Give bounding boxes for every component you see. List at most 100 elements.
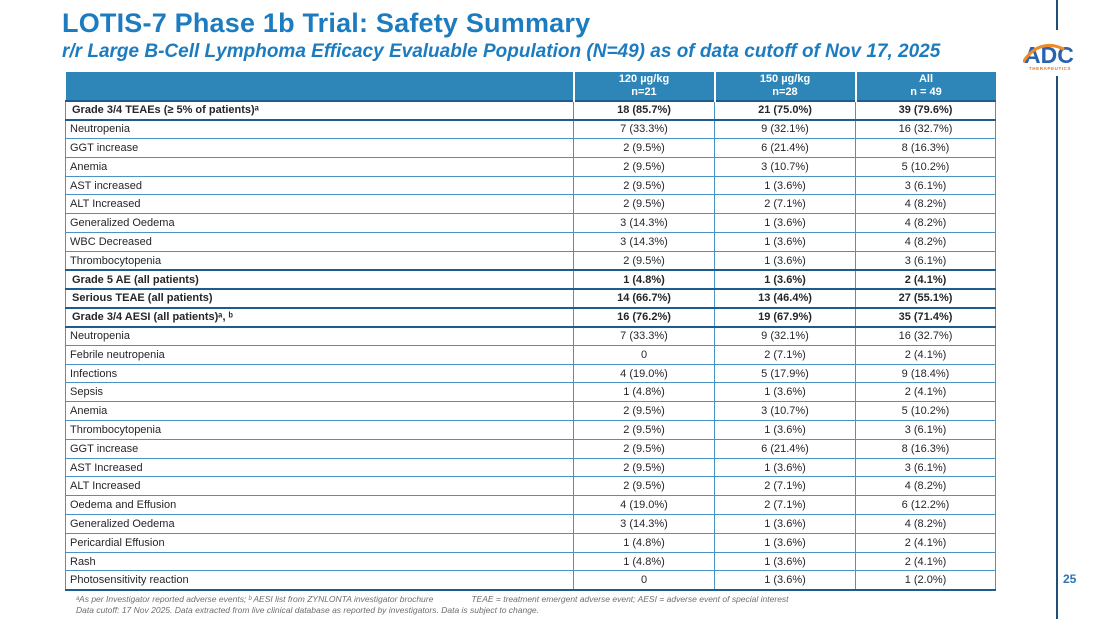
value-cell: 1 (3.6%) (714, 213, 856, 234)
table-row: Photosensitivity reaction 0 1 (3.6%) 1 (2.0… (65, 570, 996, 591)
value-cell: 2 (9.5%) (573, 401, 715, 422)
footnotes: ᵃAs per Investigator reported adverse ev… (76, 594, 789, 616)
column-header: All n = 49 (854, 72, 996, 101)
value-cell: 2 (9.5%) (573, 420, 715, 440)
value-cell: 8 (16.3%) (855, 438, 996, 459)
row-label: Thrombocytopenia (65, 250, 574, 271)
value-cell: 2 (9.5%) (573, 250, 715, 271)
safety-summary-table: 120 µg/kg n=21 150 µg/kg n=28 All n = 49 Grad… (65, 72, 996, 591)
value-cell: 3 (10.7%) (714, 156, 856, 177)
value-cell: 14 (66.7%) (573, 287, 715, 309)
row-label: Infections (65, 363, 574, 384)
table-row: WBC Decreased 3 (14.3%) 1 (3.6%) 4 (8.2%) (65, 232, 996, 252)
row-label: Pericardial Effusion (65, 532, 574, 553)
table-header-row: 120 µg/kg n=21 150 µg/kg n=28 All n = 49 (65, 72, 996, 101)
value-cell: 18 (85.7%) (573, 100, 715, 121)
value-cell: 7 (33.3%) (573, 326, 715, 346)
value-cell: 9 (32.1%) (714, 326, 856, 346)
value-cell: 2 (9.5%) (573, 138, 715, 158)
value-cell: 16 (76.2%) (573, 306, 715, 328)
row-label: Serious TEAE (all patients) (65, 287, 574, 309)
value-cell: 2 (7.1%) (714, 194, 856, 215)
row-label: Generalized Oedema (65, 213, 574, 234)
value-cell: 7 (33.3%) (573, 119, 715, 140)
value-cell: 5 (17.9%) (714, 363, 856, 384)
value-cell: 3 (6.1%) (855, 420, 996, 440)
value-cell: 2 (9.5%) (573, 438, 715, 459)
value-cell: 3 (10.7%) (714, 401, 856, 422)
row-label: Anemia (65, 401, 574, 422)
value-cell: 13 (46.4%) (714, 287, 856, 309)
value-cell: 19 (67.9%) (714, 306, 856, 328)
value-cell: 4 (8.2%) (855, 232, 996, 252)
row-label: AST Increased (65, 457, 574, 478)
table-row: AST increased 2 (9.5%) 1 (3.6%) 3 (6.1%) (65, 175, 996, 196)
row-label: GGT increase (65, 138, 574, 158)
value-cell: 3 (6.1%) (855, 250, 996, 271)
table-row: Neutropenia 7 (33.3%) 9 (32.1%) 16 (32.7%) (65, 326, 996, 346)
table-row: Anemia 2 (9.5%) 3 (10.7%) 5 (10.2%) (65, 156, 996, 177)
value-cell: 3 (14.3%) (573, 232, 715, 252)
value-cell: 3 (14.3%) (573, 213, 715, 234)
footnote-definitions: TEAE = treatment emergent adverse event;… (471, 594, 789, 604)
value-cell: 1 (3.6%) (714, 250, 856, 271)
value-cell: 2 (4.1%) (855, 532, 996, 553)
value-cell: 0 (573, 570, 715, 591)
value-cell: 6 (12.2%) (855, 495, 996, 516)
table-row: Pericardial Effusion 1 (4.8%) 1 (3.6%) 2 (4… (65, 532, 996, 553)
row-label: Photosensitivity reaction (65, 570, 574, 591)
row-label: Grade 3/4 AESI (all patients)ᵃ, ᵇ (65, 306, 574, 328)
table-row: Grade 3/4 AESI (all patients)ᵃ, ᵇ 16 (76.… (65, 306, 996, 328)
value-cell: 1 (4.8%) (573, 269, 715, 290)
adc-therapeutics-logo: ADC THERAPEUTICS (1021, 42, 1079, 71)
value-cell: 1 (3.6%) (714, 175, 856, 196)
value-cell: 2 (9.5%) (573, 194, 715, 215)
value-cell: 16 (32.7%) (855, 119, 996, 140)
row-label: Febrile neutropenia (65, 344, 574, 365)
row-label: ALT Increased (65, 194, 574, 215)
row-label: ALT Increased (65, 476, 574, 497)
right-rule (1056, 76, 1058, 619)
table-row: AST Increased 2 (9.5%) 1 (3.6%) 3 (6.1%) (65, 457, 996, 478)
value-cell: 2 (7.1%) (714, 344, 856, 365)
value-cell: 1 (3.6%) (714, 232, 856, 252)
value-cell: 4 (19.0%) (573, 363, 715, 384)
row-label: WBC Decreased (65, 232, 574, 252)
value-cell: 3 (6.1%) (855, 175, 996, 196)
value-cell: 2 (9.5%) (573, 476, 715, 497)
value-cell: 35 (71.4%) (855, 306, 996, 328)
table-row: Thrombocytopenia 2 (9.5%) 1 (3.6%) 3 (6.1%) (65, 250, 996, 271)
value-cell: 39 (79.6%) (855, 100, 996, 121)
row-label: Thrombocytopenia (65, 420, 574, 440)
value-cell: 2 (7.1%) (714, 476, 856, 497)
value-cell: 1 (4.8%) (573, 532, 715, 553)
row-label: AST increased (65, 175, 574, 196)
footnote-line-1: ᵃAs per Investigator reported adverse ev… (76, 594, 789, 605)
value-cell: 2 (4.1%) (855, 382, 996, 403)
table-row: GGT increase 2 (9.5%) 6 (21.4%) 8 (16.3%) (65, 438, 996, 459)
page-subtitle: r/r Large B-Cell Lymphoma Efficacy Evalu… (62, 41, 941, 62)
table-row: Serious TEAE (all patients) 14 (66.7%) 13 … (65, 287, 996, 309)
value-cell: 5 (10.2%) (855, 401, 996, 422)
table-row: ALT Increased 2 (9.5%) 2 (7.1%) 4 (8.2%) (65, 476, 996, 497)
footnote-abbrev-a-b: ᵃAs per Investigator reported adverse ev… (76, 594, 434, 604)
page-number: 25 (1063, 572, 1077, 586)
table-row: GGT increase 2 (9.5%) 6 (21.4%) 8 (16.3%) (65, 138, 996, 158)
value-cell: 1 (3.6%) (714, 570, 856, 591)
value-cell: 2 (9.5%) (573, 175, 715, 196)
value-cell: 8 (16.3%) (855, 138, 996, 158)
value-cell: 1 (3.6%) (714, 457, 856, 478)
row-label: Neutropenia (65, 119, 574, 140)
table-row: Anemia 2 (9.5%) 3 (10.7%) 5 (10.2%) (65, 401, 996, 422)
row-label: Anemia (65, 156, 574, 177)
value-cell: 1 (3.6%) (714, 420, 856, 440)
column-header-empty (65, 72, 574, 101)
value-cell: 5 (10.2%) (855, 156, 996, 177)
value-cell: 6 (21.4%) (714, 138, 856, 158)
value-cell: 2 (7.1%) (714, 495, 856, 516)
row-label: Grade 3/4 TEAEs (≥ 5% of patients)ᵃ (65, 100, 574, 121)
value-cell: 21 (75.0%) (714, 100, 856, 121)
table-row: Grade 3/4 TEAEs (≥ 5% of patients)ᵃ 18 (8… (65, 100, 996, 121)
value-cell: 1 (3.6%) (714, 269, 856, 290)
